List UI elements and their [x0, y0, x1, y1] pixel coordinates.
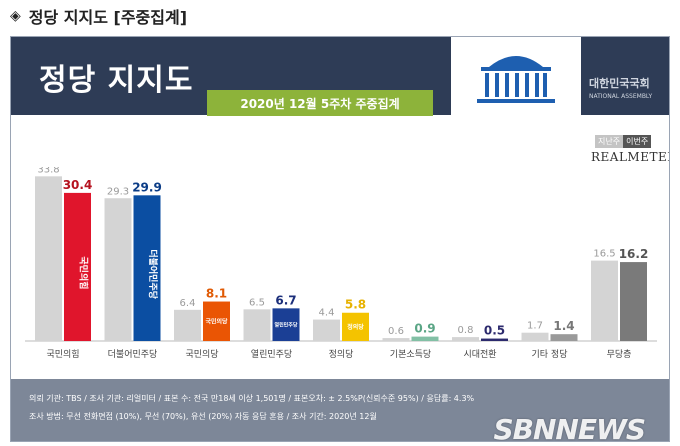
bar-current-1: [133, 195, 161, 341]
category-label-2: 국민의당: [185, 349, 218, 360]
bar-prev-6: [452, 337, 479, 341]
bar-prev-1: [104, 198, 132, 341]
value-label-current-1: 29.9: [132, 180, 162, 194]
bar-current-0: [64, 192, 91, 341]
heading-text: 정당 지지도 [주중집계]: [28, 8, 188, 27]
category-label-5: 기본소득당: [390, 349, 431, 360]
diamond-icon: ◈: [10, 8, 21, 24]
category-label-0: 국민의힘: [46, 349, 79, 360]
party-logo-text-2: 국민의당: [205, 317, 228, 325]
value-label-current-3: 6.7: [275, 293, 296, 307]
survey-info-footer: 의뢰 기관: TBS / 조사 기관: 리얼미터 / 표본 수: 전국 만18세…: [11, 379, 669, 441]
value-label-prev-8: 16.5: [593, 249, 615, 260]
bar-prev-5: [382, 338, 410, 341]
value-label-current-2: 8.1: [206, 287, 227, 301]
bar-current-3: [272, 308, 300, 341]
bar-current-7: [550, 334, 578, 341]
bar-prev-0: [35, 176, 62, 341]
category-label-7: 기타 정당: [532, 349, 568, 360]
survey-info-line-1: 의뢰 기관: TBS / 조사 기관: 리얼미터 / 표본 수: 전국 만18세…: [29, 394, 475, 403]
category-label-3: 열린민주당: [251, 349, 292, 360]
category-label-4: 정의당: [329, 349, 354, 360]
value-label-current-6: 0.5: [484, 324, 505, 338]
party-logo-text-0: 국민의힘: [78, 256, 90, 289]
value-label-prev-3: 6.5: [249, 297, 265, 308]
watermark: SBNNEWS: [493, 413, 646, 442]
value-label-current-7: 1.4: [553, 319, 574, 333]
party-logo-text-3: 열린민주당: [274, 322, 297, 329]
assembly-name-ko: 대한민국국회: [589, 77, 650, 90]
bar-prev-8: [591, 260, 618, 341]
legend-current-week: 이번주: [623, 135, 652, 148]
value-label-prev-2: 6.4: [180, 298, 196, 309]
brand-logo: REALMETER: [591, 150, 670, 164]
bar-current-8: [620, 262, 647, 341]
assembly-building-icon: [477, 56, 555, 103]
banner-title: 정당 지지도: [39, 63, 194, 98]
value-label-current-4: 5.8: [345, 298, 366, 312]
value-label-prev-5: 0.6: [388, 326, 404, 337]
infographic-frame: 정당 지지도 대한민국국회 NATIONAL ASSEMBLY 2020년 12…: [10, 36, 670, 442]
assembly-logo-panel: [451, 37, 581, 115]
bar-current-4: [342, 312, 369, 341]
legend: 지난주 이번주: [595, 135, 652, 148]
assembly-label: 대한민국국회 NATIONAL ASSEMBLY: [589, 75, 669, 100]
value-label-prev-7: 1.7: [527, 321, 543, 332]
survey-info-line-2: 조사 방법: 무선 전화면접 (10%), 무선 (70%), 유선 (20%)…: [29, 412, 377, 421]
bar-prev-3: [243, 309, 271, 341]
party-logo-text-4: 정의당: [347, 323, 364, 331]
value-label-prev-0: 33.8: [37, 167, 59, 175]
page-heading: ◈ 정당 지지도 [주중집계]: [10, 4, 187, 28]
value-label-current-8: 16.2: [619, 247, 649, 261]
value-label-prev-1: 29.3: [107, 186, 129, 197]
party-logo-text-1: 더불어민주당: [147, 249, 159, 299]
category-label-8: 무당층: [607, 349, 632, 360]
value-label-current-0: 30.4: [63, 178, 93, 192]
period-label: 2020년 12월 5주차 주중집계: [207, 90, 433, 116]
value-label-prev-6: 0.8: [458, 325, 474, 336]
value-label-prev-4: 4.4: [319, 308, 335, 319]
assembly-name-en: NATIONAL ASSEMBLY: [589, 93, 653, 100]
value-label-current-5: 0.9: [414, 322, 435, 336]
category-label-6: 시대전환: [463, 348, 496, 360]
legend-prev-week: 지난주: [595, 135, 624, 148]
bar-prev-2: [174, 309, 201, 341]
bar-prev-7: [521, 332, 549, 341]
bar-prev-4: [313, 319, 340, 341]
bar-current-5: [411, 336, 439, 341]
bar-current-2: [203, 301, 230, 341]
category-label-1: 더불어민주당: [108, 349, 158, 360]
bar-current-6: [481, 338, 508, 341]
